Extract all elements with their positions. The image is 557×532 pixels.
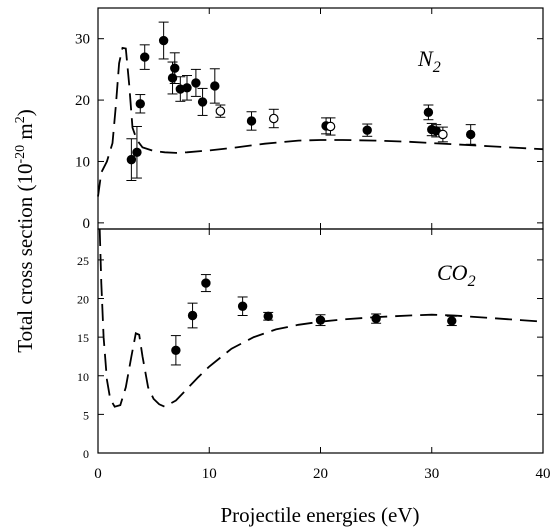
data-point-filled [126,154,137,165]
data-point-filled [132,147,142,157]
data-point-filled [371,313,381,324]
data-point-filled [135,99,145,109]
panel-co2-label: CO2 [437,260,476,290]
data-point-filled [170,63,180,73]
data-point-filled [423,107,434,118]
panel-n2-theory-curve [97,46,544,197]
data-point-filled [187,310,198,321]
data-point-filled [140,52,150,62]
panel-n2-data-points [126,21,476,182]
y-tick-label: 25 [77,254,89,268]
panel-co2-data-points [170,274,457,366]
theory-dashed-line [97,46,544,197]
x-tick-label: 20 [313,466,328,482]
panel-co2-theory-curve [98,228,544,408]
data-point-filled [465,129,476,140]
data-point-open [438,129,448,140]
data-point-filled [210,81,220,91]
x-tick-label: 40 [536,466,551,482]
y-tick-label: 5 [83,408,89,422]
data-point-filled [182,83,192,93]
data-point-filled [171,345,181,355]
data-point-open [325,121,336,132]
x-tick-label: 30 [424,466,439,482]
data-point-filled [158,35,169,46]
x-tick-labels: 0 10 20 30 40 [94,466,550,482]
data-point-filled [447,316,457,326]
y-tick-label: 30 [75,32,90,48]
data-point-filled [167,73,178,83]
data-point-filled [237,301,248,311]
data-point-filled [246,116,257,126]
theory-dashed-line [98,228,544,408]
x-tick-label: 10 [202,466,217,482]
y-tick-label: 10 [75,154,90,170]
y-tick-label: 20 [77,293,89,307]
x-axis-label: Projectile energies (eV) [220,503,419,527]
data-point-filled [191,78,201,88]
y-tick-label: 15 [77,331,89,345]
panel-n2-ticks: 0 10 20 30 [75,8,544,232]
panel-co2-ticks: 0 5 10 15 20 25 [77,229,544,461]
data-point-open [268,113,279,124]
y-tick-label: 0 [83,216,91,232]
data-point-filled [315,315,326,325]
data-point-filled [201,278,211,288]
x-tick-label: 0 [94,466,102,482]
y-axis-label: Total cross section (10-20 m2) [13,109,37,353]
data-point-filled [263,311,273,321]
data-point-filled [197,97,208,107]
panel-co2-frame [97,228,544,454]
panel-n2: 0 10 20 30 N2 [75,7,544,232]
y-tick-label: 20 [75,93,90,109]
y-tick-label: 10 [77,370,89,384]
panel-n2-label: N2 [417,46,441,76]
data-point-filled [362,125,372,135]
data-point-open [215,106,226,116]
panel-co2: 0 5 10 15 20 25 CO2 [77,228,544,461]
y-tick-label: 0 [83,447,89,461]
